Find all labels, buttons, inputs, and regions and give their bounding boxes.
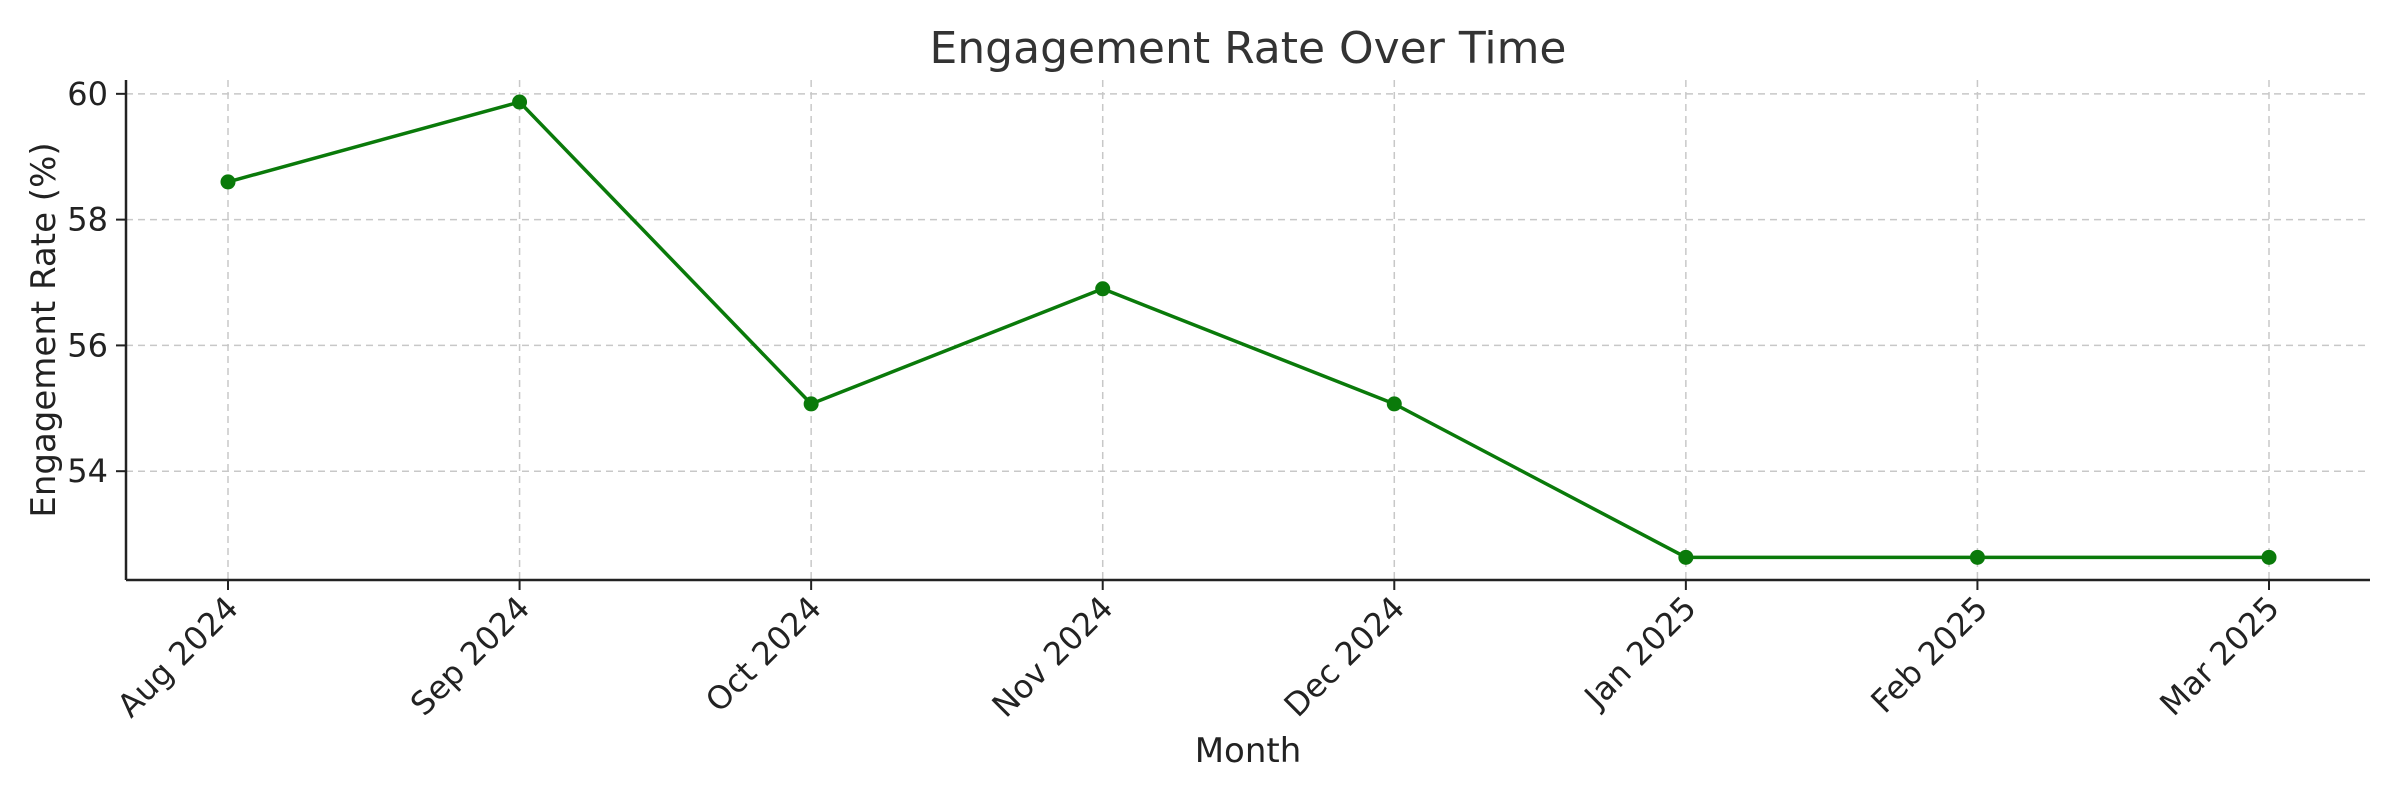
x-tick-label: Oct 2024	[698, 589, 829, 720]
data-point	[1386, 396, 1402, 412]
x-tick-label: Sep 2024	[403, 589, 537, 723]
series-line	[227, 100, 2269, 560]
chart-title: Engagement Rate Over Time	[929, 23, 1566, 74]
x-tick-label: Aug 2024	[110, 589, 246, 725]
series-layer	[220, 94, 2277, 565]
data-point	[512, 94, 528, 110]
data-point	[803, 396, 819, 412]
grid-layer	[126, 80, 2370, 580]
data-point	[220, 174, 236, 190]
x-tick-label: Dec 2024	[1277, 589, 1412, 724]
y-tick-label: 56	[67, 326, 108, 364]
y-tick-label: 54	[67, 452, 108, 490]
ticks-layer: Aug 2024 Sep 2024 Oct 2024 Nov 2024 Dec 2024…	[67, 75, 2286, 725]
y-tick-label: 58	[67, 201, 108, 239]
data-point	[1678, 549, 1694, 565]
x-tick-label: Feb 2025	[1863, 589, 1995, 721]
data-point	[2261, 549, 2277, 565]
y-tick-label: 60	[67, 75, 108, 113]
y-axis-label: Engagement Rate (%)	[24, 142, 64, 517]
x-tick-label: Jan 2025	[1576, 589, 1704, 717]
x-tick-label: Mar 2025	[2152, 589, 2286, 723]
x-tick-label: Nov 2024	[985, 589, 1121, 725]
x-axis-label: Month	[1195, 731, 1302, 771]
axes-layer	[124, 80, 2370, 582]
data-point	[1969, 549, 1985, 565]
data-point	[1095, 281, 1111, 297]
